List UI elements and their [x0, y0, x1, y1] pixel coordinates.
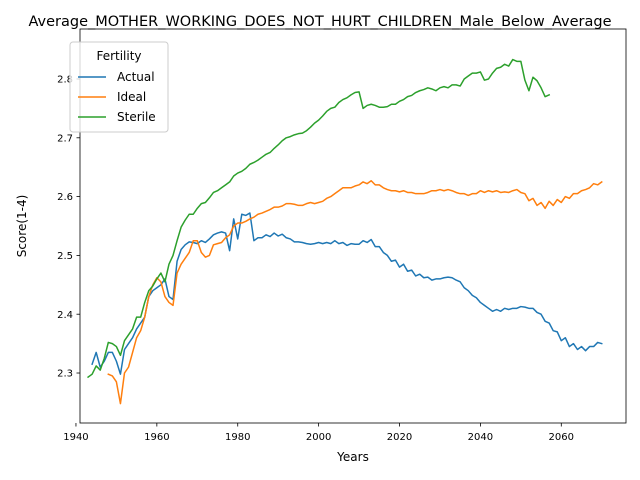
x-tick-label: 1960 [144, 432, 169, 443]
legend: Fertility Actual Ideal Sterile [69, 41, 169, 133]
x-axis: 1940 1960 1980 2000 2020 2040 2060 [63, 423, 574, 443]
x-tick-label: 2020 [387, 432, 412, 443]
y-tick-label: 2.3 [57, 369, 73, 380]
y-axis-label: Score(1-4) [15, 195, 29, 258]
series-line-actual [91, 212, 603, 375]
plot-area-frame [79, 28, 627, 424]
legend-label-ideal: Ideal [117, 90, 146, 104]
x-axis-label: Years [336, 450, 369, 464]
legend-box [69, 41, 169, 133]
y-tick-label: 2.5 [57, 251, 73, 262]
y-tick-label: 2.4 [57, 310, 73, 321]
x-tick-label: 1980 [225, 432, 250, 443]
chart-title: Average_MOTHER_WORKING_DOES_NOT_HURT_CHI… [28, 14, 611, 30]
y-axis: 2.3 2.4 2.5 2.6 2.7 2.8 [57, 75, 80, 380]
x-tick-label: 2040 [468, 432, 493, 443]
legend-title: Fertility [96, 49, 141, 63]
series-layer [87, 58, 603, 405]
x-tick-label: 2060 [549, 432, 574, 443]
y-tick-label: 2.6 [57, 192, 73, 203]
x-tick-label: 2000 [306, 432, 331, 443]
y-tick-label: 2.7 [57, 133, 73, 144]
legend-label-actual: Actual [117, 70, 155, 84]
y-tick-label: 2.8 [57, 75, 73, 86]
legend-label-sterile: Sterile [117, 110, 156, 124]
series-line-sterile [87, 58, 551, 379]
series-line-ideal [107, 179, 603, 405]
x-tick-label: 1940 [63, 432, 88, 443]
